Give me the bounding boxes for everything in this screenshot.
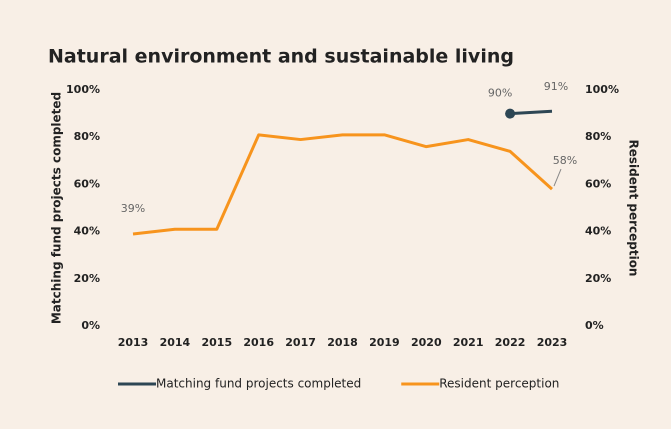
x-tick-label: 2018 [327,336,358,349]
y-tick-label: 60% [74,177,100,190]
x-tick-label: 2020 [411,336,442,349]
x-tick-label: 2016 [243,336,274,349]
y2-tick-label: 20% [585,272,611,285]
legend-label: Matching fund projects completed [156,377,361,391]
data-label: 39% [121,202,145,215]
y-tick-label: 100% [66,83,100,96]
data-label: 58% [553,154,577,167]
y2-tick-label: 100% [585,83,619,96]
x-tick-label: 2021 [453,336,484,349]
y2-axis-title: Resident perception [627,140,641,277]
y2-tick-label: 80% [585,130,611,143]
data-label: 90% [488,87,512,100]
legend-label: Resident perception [439,377,559,391]
x-tick-label: 2013 [118,336,149,349]
x-tick-label: 2015 [201,336,232,349]
y-axis-title: Matching fund projects completed [50,92,64,324]
x-tick-label: 2023 [537,336,568,349]
y2-tick-label: 40% [585,225,611,238]
x-tick-label: 2019 [369,336,400,349]
series-line [510,109,553,116]
data-label: 91% [544,80,568,93]
point-marker [505,108,516,119]
y-tick-label: 20% [74,272,100,285]
x-tick-label: 2017 [285,336,316,349]
y-tick-label: 80% [74,130,100,143]
series-line [132,133,554,236]
y2-tick-label: 60% [585,177,611,190]
leader-line [553,168,562,187]
y2-tick-label: 0% [585,319,604,332]
x-tick-label: 2022 [495,336,526,349]
chart-title: Natural environment and sustainable livi… [48,46,514,68]
y-tick-label: 0% [81,319,100,332]
x-tick-label: 2014 [160,336,191,349]
y-tick-label: 40% [74,225,100,238]
